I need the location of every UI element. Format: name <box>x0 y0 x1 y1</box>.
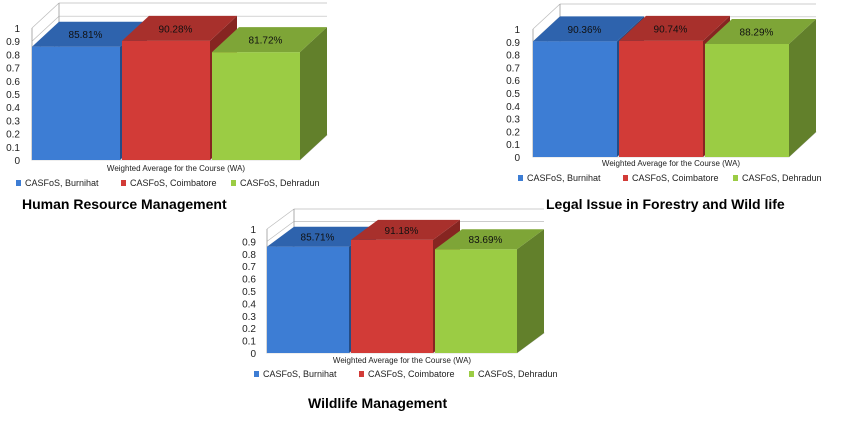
y-tick-label: 0.6 <box>506 76 520 87</box>
y-tick-label: 0 <box>14 156 20 167</box>
legend-label-1: CASFoS, Coimbatore <box>632 173 719 183</box>
y-tick-label: 0.6 <box>242 275 256 286</box>
data-label: 83.69% <box>469 235 503 246</box>
y-tick-label: 0.1 <box>6 143 20 154</box>
bar-side-2 <box>300 27 327 160</box>
chart-svg-2: 00.1 0.20.3 0.40.50.6 0.70.8 0.91 85.71% 91.18… <box>242 208 558 379</box>
y-tick-label: 0.2 <box>506 127 520 138</box>
bar-0 <box>533 41 617 157</box>
bar-top-0 <box>533 16 644 42</box>
bar-1 <box>619 40 703 157</box>
legend-label-0: CASFoS, Burnihat <box>527 173 601 183</box>
grid-diagonal <box>266 221 295 242</box>
bar-1 <box>122 40 210 160</box>
chart-title-legal-issue-in-forestry: Legal Issue in Forestry and Wild life <box>546 196 785 212</box>
y-tick-label: 0.2 <box>6 130 20 141</box>
y-tick-label: 0.9 <box>242 237 256 248</box>
y-tick-label: 0.3 <box>6 116 20 127</box>
legend-label-1: CASFoS, Coimbatore <box>368 369 455 379</box>
legend-label-2: CASFoS, Dehradun <box>742 173 822 183</box>
y-tick-label: 0.2 <box>242 324 256 335</box>
y-tick-label: 0 <box>250 349 256 360</box>
y-tick-label: 1 <box>514 25 520 36</box>
y-tick-label: 1 <box>14 24 20 35</box>
legend-swatch-2 <box>469 371 474 377</box>
legend-swatch-0 <box>254 371 259 377</box>
bar-top-0 <box>267 226 376 247</box>
x-axis-label: Weighted Average for the Course (WA) <box>107 164 245 173</box>
legend-label-2: CASFoS, Dehradun <box>240 178 320 188</box>
y-tick-label: 0.3 <box>242 312 256 323</box>
bar-1 <box>351 239 433 353</box>
legend-label-0: CASFoS, Burnihat <box>263 369 337 379</box>
data-label: 85.71% <box>301 233 335 244</box>
bar-top-1 <box>619 15 730 41</box>
bar-0 <box>267 246 349 353</box>
data-label: 90.36% <box>568 25 602 36</box>
y-tick-label: 0.5 <box>506 89 520 100</box>
grid-diagonal <box>31 15 60 42</box>
y-tick-label: 0.6 <box>6 77 20 88</box>
y-tick-label: 0 <box>514 153 520 164</box>
bar-2 <box>435 249 517 353</box>
chart-title-wildlife-management: Wildlife Management <box>308 395 448 411</box>
bar-top-2 <box>435 229 544 250</box>
legend-swatch-1 <box>121 180 126 186</box>
grid-diagonal <box>266 208 295 230</box>
chart-svg-1: 0 0.1 0.20.3 0.4 0.5 0.6 0.70.8 0.9 1 90.36% 90.74… <box>506 3 822 183</box>
bar-side-2 <box>789 18 816 157</box>
y-tick-label: 0.7 <box>242 262 256 273</box>
y-tick-label: 0.9 <box>506 38 520 49</box>
bar-0 <box>32 46 120 160</box>
chart-title-human-resource-management: Human Resource Management <box>22 196 227 212</box>
y-tick-label: 0.7 <box>506 63 520 74</box>
y-tick-label: 0.8 <box>506 51 520 62</box>
grid-diagonal <box>31 2 60 29</box>
y-tick-label: 0.4 <box>242 299 256 310</box>
bar-side-2 <box>517 229 544 353</box>
data-label: 90.28% <box>159 24 193 35</box>
chart-legal-issue-in-forestry: 0 0.1 0.2 0.3 0.4 0.5 0.6 0.7 0.8 0.9 1 90.36% 90.74… <box>500 0 845 195</box>
bar-top-0 <box>32 21 147 47</box>
legend-label-0: CASFoS, Burnihat <box>25 178 99 188</box>
y-tick-label: 0.8 <box>242 250 256 261</box>
chart-human-resource-management: 0 0.1 0.2 0.3 0.4 0.5 0.6 0.7 0.8 0.9 1 85.81% 90.28… <box>0 0 340 195</box>
legend-swatch-2 <box>733 175 738 181</box>
legend-swatch-2 <box>231 180 236 186</box>
y-tick-label: 0.7 <box>6 64 20 75</box>
y-tick-label: 0.5 <box>242 287 256 298</box>
legend-swatch-1 <box>359 371 364 377</box>
chart-svg-0: 0 0.1 0.2 0.3 0.4 0.5 0.6 0.7 0.8 0.9 1 85.81% 90.28… <box>6 2 328 188</box>
y-tick-label: 0.4 <box>6 103 20 114</box>
x-axis-label: Weighted Average for the Course (WA) <box>333 356 471 365</box>
y-tick-label: 1 <box>250 225 256 236</box>
x-axis-label: Weighted Average for the Course (WA) <box>602 159 740 168</box>
y-tick-label: 0.1 <box>242 337 256 348</box>
legend-swatch-1 <box>623 175 628 181</box>
legend-swatch-0 <box>16 180 21 186</box>
chart-wildlife-management: 0 0.1 0.2 0.3 0.4 0.5 0.6 0.7 0.8 0.9 1 85.71% 91.18… <box>236 205 576 395</box>
data-label: 91.18% <box>385 226 419 237</box>
legend-swatch-0 <box>518 175 523 181</box>
bar-2 <box>705 43 789 157</box>
y-tick-label: 0.5 <box>6 90 20 101</box>
y-tick-label: 0.9 <box>6 37 20 48</box>
bar-2 <box>212 52 300 160</box>
legend-label-2: CASFoS, Dehradun <box>478 369 558 379</box>
grid-diagonal <box>532 3 561 30</box>
bar-top-2 <box>705 18 816 44</box>
bar-top-2 <box>212 27 327 53</box>
data-label: 90.74% <box>654 24 688 35</box>
y-tick-label: 0.4 <box>506 102 520 113</box>
y-tick-label: 0.1 <box>506 140 520 151</box>
data-label: 88.29% <box>740 27 774 38</box>
data-label: 85.81% <box>69 30 103 41</box>
bar-top-1 <box>122 15 237 41</box>
bar-top-1 <box>351 219 460 240</box>
y-tick-label: 0.8 <box>6 50 20 61</box>
y-tick-label: 0.3 <box>506 115 520 126</box>
legend-label-1: CASFoS, Coimbatore <box>130 178 217 188</box>
data-label: 81.72% <box>249 36 283 47</box>
